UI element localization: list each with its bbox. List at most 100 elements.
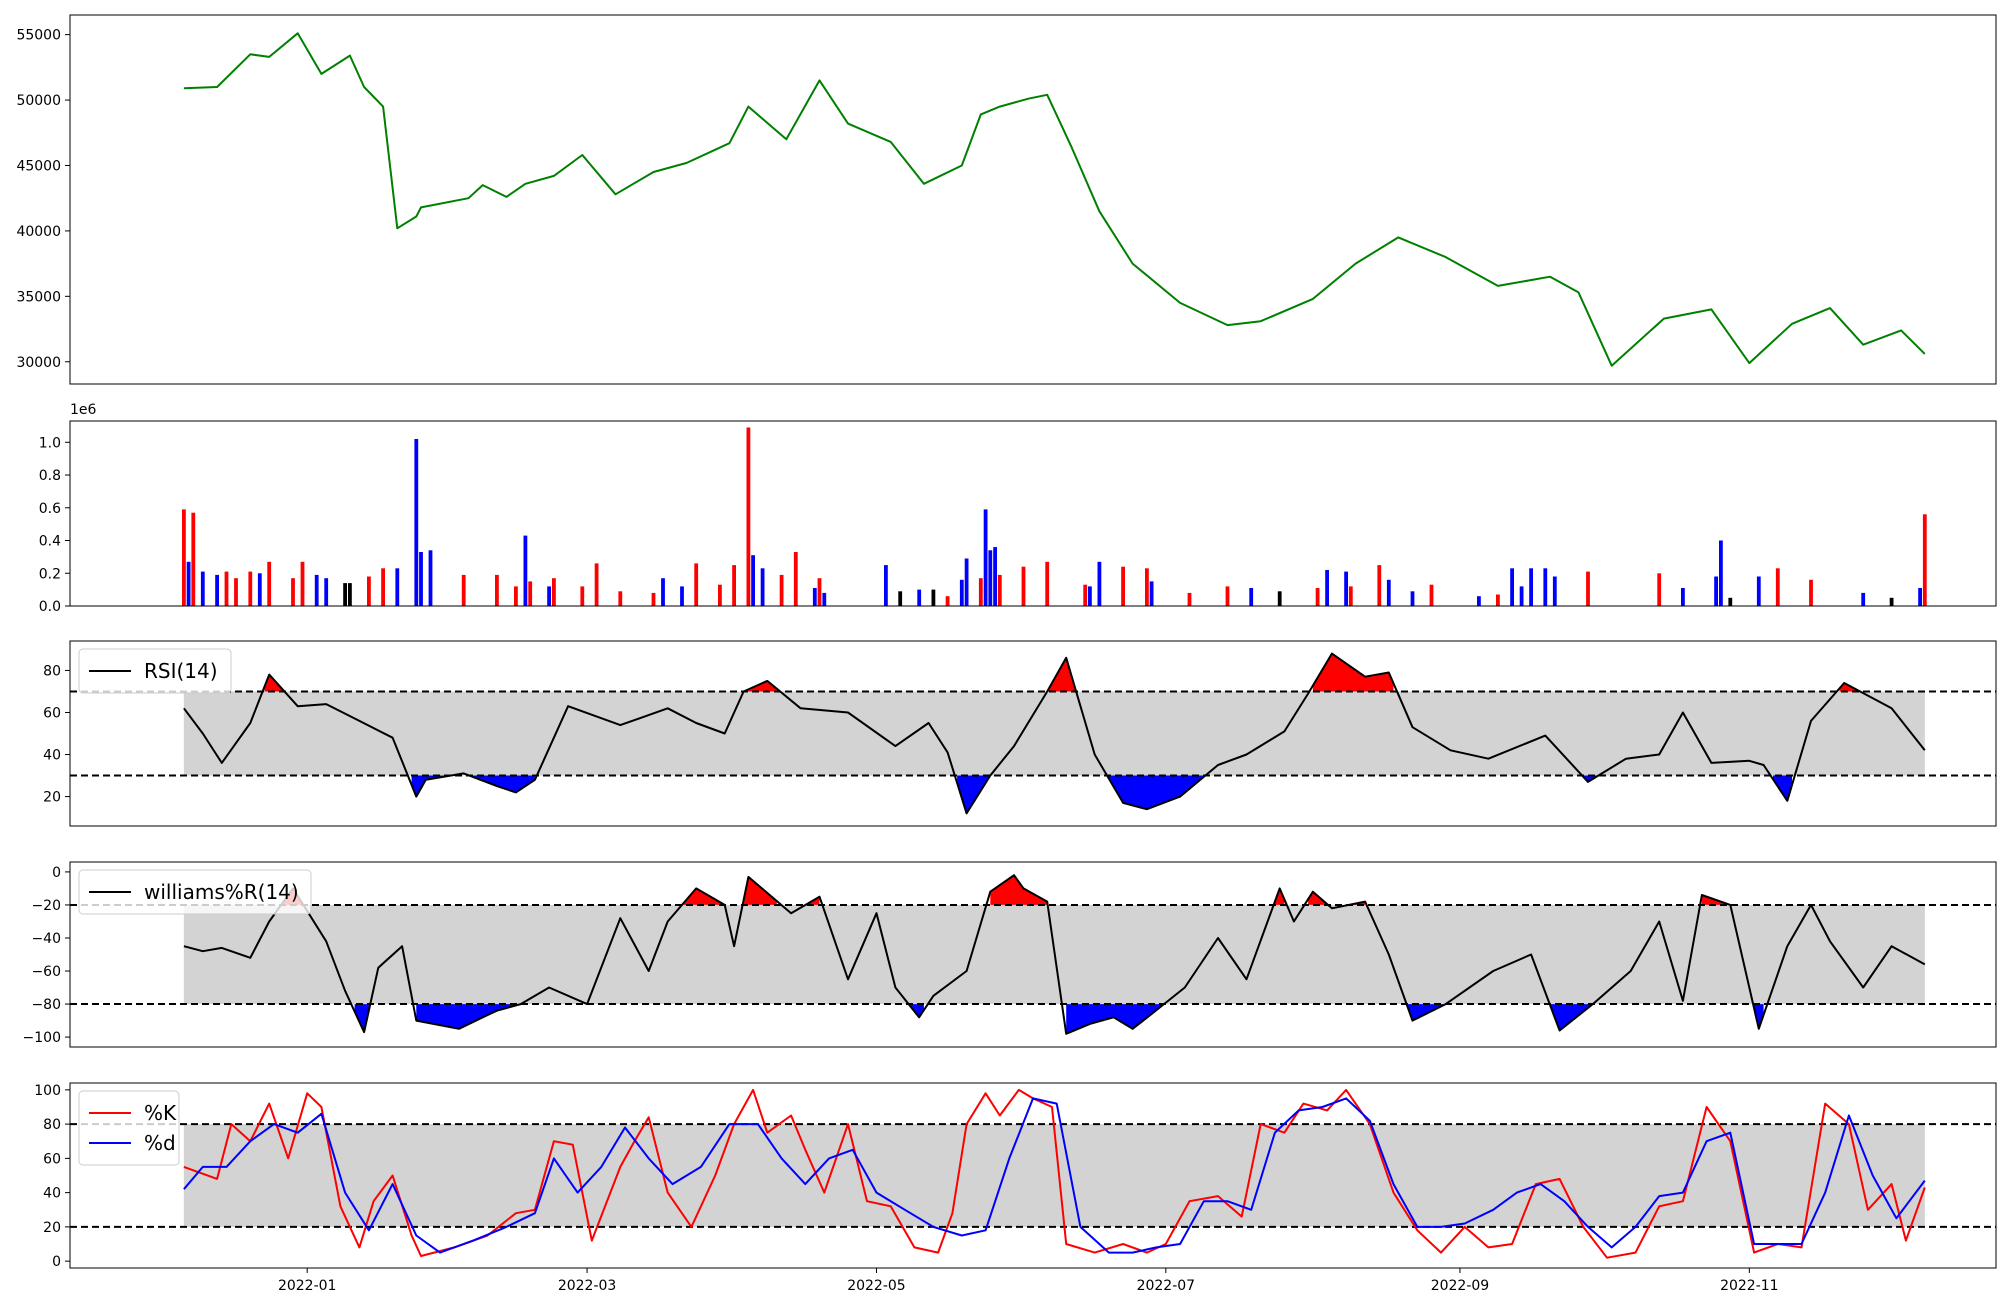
volume-bar: [291, 578, 295, 606]
volume-bar: [1728, 597, 1733, 606]
volume-bar: [1714, 576, 1718, 606]
volume-bar: [718, 584, 722, 606]
volume-bar: [1519, 586, 1524, 606]
rsi-line: [183, 652, 1926, 815]
volume-bar: [983, 509, 988, 606]
rsi-plot: [70, 652, 1996, 815]
volume-plot: [182, 427, 1927, 606]
rsi-ytick-label: 60: [43, 705, 61, 721]
williams_r-ytick-label: −20: [31, 898, 61, 914]
volume-bar: [552, 578, 556, 606]
volume-bar: [931, 589, 936, 606]
volume-bar: [1918, 588, 1922, 606]
volume-bar: [419, 552, 423, 606]
volume-bar: [200, 571, 205, 606]
volume-bar: [779, 574, 784, 606]
rsi-oversold-fill: [1108, 775, 1204, 810]
stochastic-legend-label: %K: [144, 1101, 177, 1125]
price-ytick-label: 55000: [16, 28, 61, 44]
volume-bar: [428, 550, 433, 606]
williams_r-line: [183, 874, 1926, 1035]
rsi-oversold-fill: [411, 775, 450, 797]
volume-bar: [343, 583, 347, 606]
williams_r-overbought-fill: [1308, 891, 1328, 905]
x-tick-label: 2022-05: [847, 1278, 906, 1294]
stochastic-ytick-label: 100: [34, 1083, 61, 1099]
rsi-ytick-label: 40: [43, 748, 61, 764]
volume-bar: [234, 578, 238, 606]
price-ytick-label: 45000: [16, 158, 61, 174]
williams_r-oversold-fill: [1550, 1004, 1593, 1031]
volume-bar: [495, 574, 499, 606]
williams_r-frame: [69, 861, 1997, 1048]
volume-bar: [1429, 584, 1434, 606]
williams_r-legend-label: williams%R(14): [144, 880, 299, 904]
volume-bar: [884, 565, 888, 606]
volume-bar: [964, 558, 969, 606]
williams_r-overbought-fill: [1701, 895, 1731, 905]
volume-bar: [1325, 570, 1329, 606]
volume-bar: [461, 574, 466, 606]
volume-bar: [746, 427, 751, 606]
volume-bar: [1657, 573, 1662, 606]
volume-bar: [822, 592, 827, 606]
x-tick-label: 2022-03: [558, 1278, 617, 1294]
volume-ytick-label: 0.6: [39, 501, 61, 517]
volume-bar: [1344, 571, 1348, 606]
rsi-oversold-fill: [957, 775, 991, 814]
volume-bar: [1045, 561, 1050, 606]
volume-bar: [224, 571, 229, 606]
volume-bar: [988, 550, 993, 606]
stochastic-k-line: [183, 1088, 1926, 1259]
volume-bar: [580, 586, 585, 606]
stochastic-plot: [70, 1088, 1996, 1259]
volume-bar: [248, 571, 253, 606]
price-ytick-label: 30000: [16, 355, 61, 371]
x-tick-label: 2022-07: [1137, 1278, 1196, 1294]
volume-bar: [182, 509, 186, 606]
stochastic-ytick-label: 80: [43, 1117, 61, 1133]
volume-bar: [1809, 579, 1813, 606]
williams_r-overbought-fill: [1274, 888, 1285, 905]
rsi-oversold-fill: [1773, 775, 1792, 801]
volume-ytick-label: 0.8: [39, 468, 61, 484]
volume-bar: [1187, 592, 1192, 606]
rsi-axes: 20 40 60 80 RSI(14): [43, 640, 1997, 827]
rsi-frame: [69, 640, 1997, 827]
volume-bar: [1586, 571, 1590, 606]
volume-bar: [186, 561, 191, 606]
price-frame: [69, 14, 1997, 385]
volume-bar: [528, 581, 533, 606]
stochastic-ytick-label: 40: [43, 1186, 61, 1202]
stochastic-legend-label: %d: [144, 1131, 176, 1155]
volume-bar: [732, 565, 736, 606]
volume-bar: [1477, 596, 1481, 606]
volume-bar: [523, 535, 528, 606]
x-tick-label: 2022-11: [1720, 1278, 1779, 1294]
volume-bar: [381, 568, 385, 606]
volume-bar: [1386, 579, 1391, 606]
volume-bar: [760, 568, 765, 606]
volume-ytick-label: 0.2: [39, 566, 61, 582]
volume-bar: [1922, 514, 1927, 606]
volume-bar: [1681, 588, 1685, 606]
rsi-overbought-fill: [264, 674, 284, 692]
volume-bar: [1529, 568, 1533, 606]
volume-bar: [191, 512, 196, 606]
stochastic-axes: 0 20 40 60 80 100 %K %d 2022-01 2022-03 2022-05 202…: [34, 1082, 1997, 1294]
stochastic-ytick-label: 0: [52, 1254, 61, 1270]
volume-bar: [959, 579, 964, 606]
volume-bar: [751, 555, 755, 606]
williams_r-ytick-label: −40: [31, 931, 61, 947]
volume-bar: [514, 586, 518, 606]
volume-bar: [694, 563, 699, 606]
volume-bar: [1510, 568, 1514, 606]
volume-bar: [1775, 568, 1780, 606]
volume-bar: [1145, 568, 1149, 606]
volume-bar: [1889, 597, 1894, 606]
price-axes: 30000 35000 40000 45000 50000 55000: [16, 14, 1997, 385]
williams_r-oversold-fill: [1066, 1004, 1162, 1034]
volume-bar: [978, 578, 983, 606]
price-line: [183, 32, 1926, 367]
